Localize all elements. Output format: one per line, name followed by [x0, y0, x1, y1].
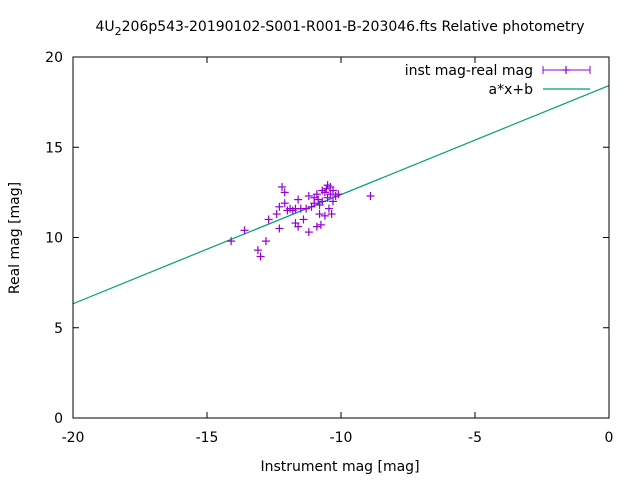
- data-point: [324, 204, 333, 213]
- data-point: [315, 210, 324, 219]
- data-point: [314, 195, 323, 204]
- data-point: [256, 252, 265, 261]
- chart-title-rest: 206p543-20190102-S001-R001-B-203046.fts …: [122, 19, 585, 35]
- data-point: [227, 237, 236, 246]
- data-point: [320, 188, 329, 197]
- y-tick-label: 20: [45, 50, 63, 66]
- y-tick-label: 0: [54, 411, 63, 427]
- data-point: [366, 191, 375, 200]
- data-point: [304, 228, 313, 237]
- data-point: [312, 222, 321, 231]
- plot-area: [72, 84, 610, 305]
- legend-label-points: inst mag-real mag: [405, 63, 533, 79]
- chart-title-subscript: 2: [115, 25, 122, 38]
- data-point: [280, 199, 289, 208]
- plot-frame: [72, 56, 610, 419]
- x-tick-label: 0: [605, 430, 614, 446]
- data-point: [316, 220, 325, 229]
- data-point: [253, 246, 262, 255]
- y-axis-label: Real mag [mag]: [7, 182, 23, 294]
- data-point: [272, 210, 281, 219]
- x-tick-label: -15: [196, 430, 219, 446]
- legend-label-fit: a*x+b: [489, 82, 534, 98]
- y-tick-label: 5: [54, 321, 63, 337]
- data-point: [320, 211, 329, 220]
- x-axis-label: Instrument mag [mag]: [260, 459, 419, 475]
- x-tick-label: -10: [330, 430, 353, 446]
- data-point: [275, 202, 284, 211]
- data-point: [302, 204, 311, 213]
- data-point: [264, 215, 273, 224]
- data-point: [240, 226, 249, 235]
- data-point: [294, 222, 303, 231]
- data-point: [304, 191, 313, 200]
- data-point: [327, 210, 336, 219]
- x-tick-label: -5: [468, 430, 482, 446]
- data-point: [318, 197, 327, 206]
- data-point: [294, 195, 303, 204]
- data-point: [322, 184, 331, 193]
- data-point: [334, 190, 343, 199]
- x-tick-label: -20: [62, 430, 85, 446]
- legend-sample-points: [542, 66, 591, 74]
- data-point: [328, 186, 337, 195]
- chart-title-main: 4U: [95, 19, 114, 35]
- data-point: [280, 188, 289, 197]
- data-point: [312, 190, 321, 199]
- data-point: [328, 197, 337, 206]
- data-point: [299, 215, 308, 224]
- y-tick-label: 10: [45, 231, 63, 247]
- legend: inst mag-real mag a*x+b: [405, 63, 591, 98]
- y-axis: 0 5 10 15 20: [45, 50, 609, 427]
- data-point: [261, 237, 270, 246]
- x-axis: -20 -15 -10 -5 0: [62, 57, 614, 446]
- chart-title: 4U2206p543-20190102-S001-R001-B-203046.f…: [95, 19, 584, 38]
- data-point: [278, 182, 287, 191]
- data-point: [275, 224, 284, 233]
- y-tick-label: 15: [45, 140, 63, 156]
